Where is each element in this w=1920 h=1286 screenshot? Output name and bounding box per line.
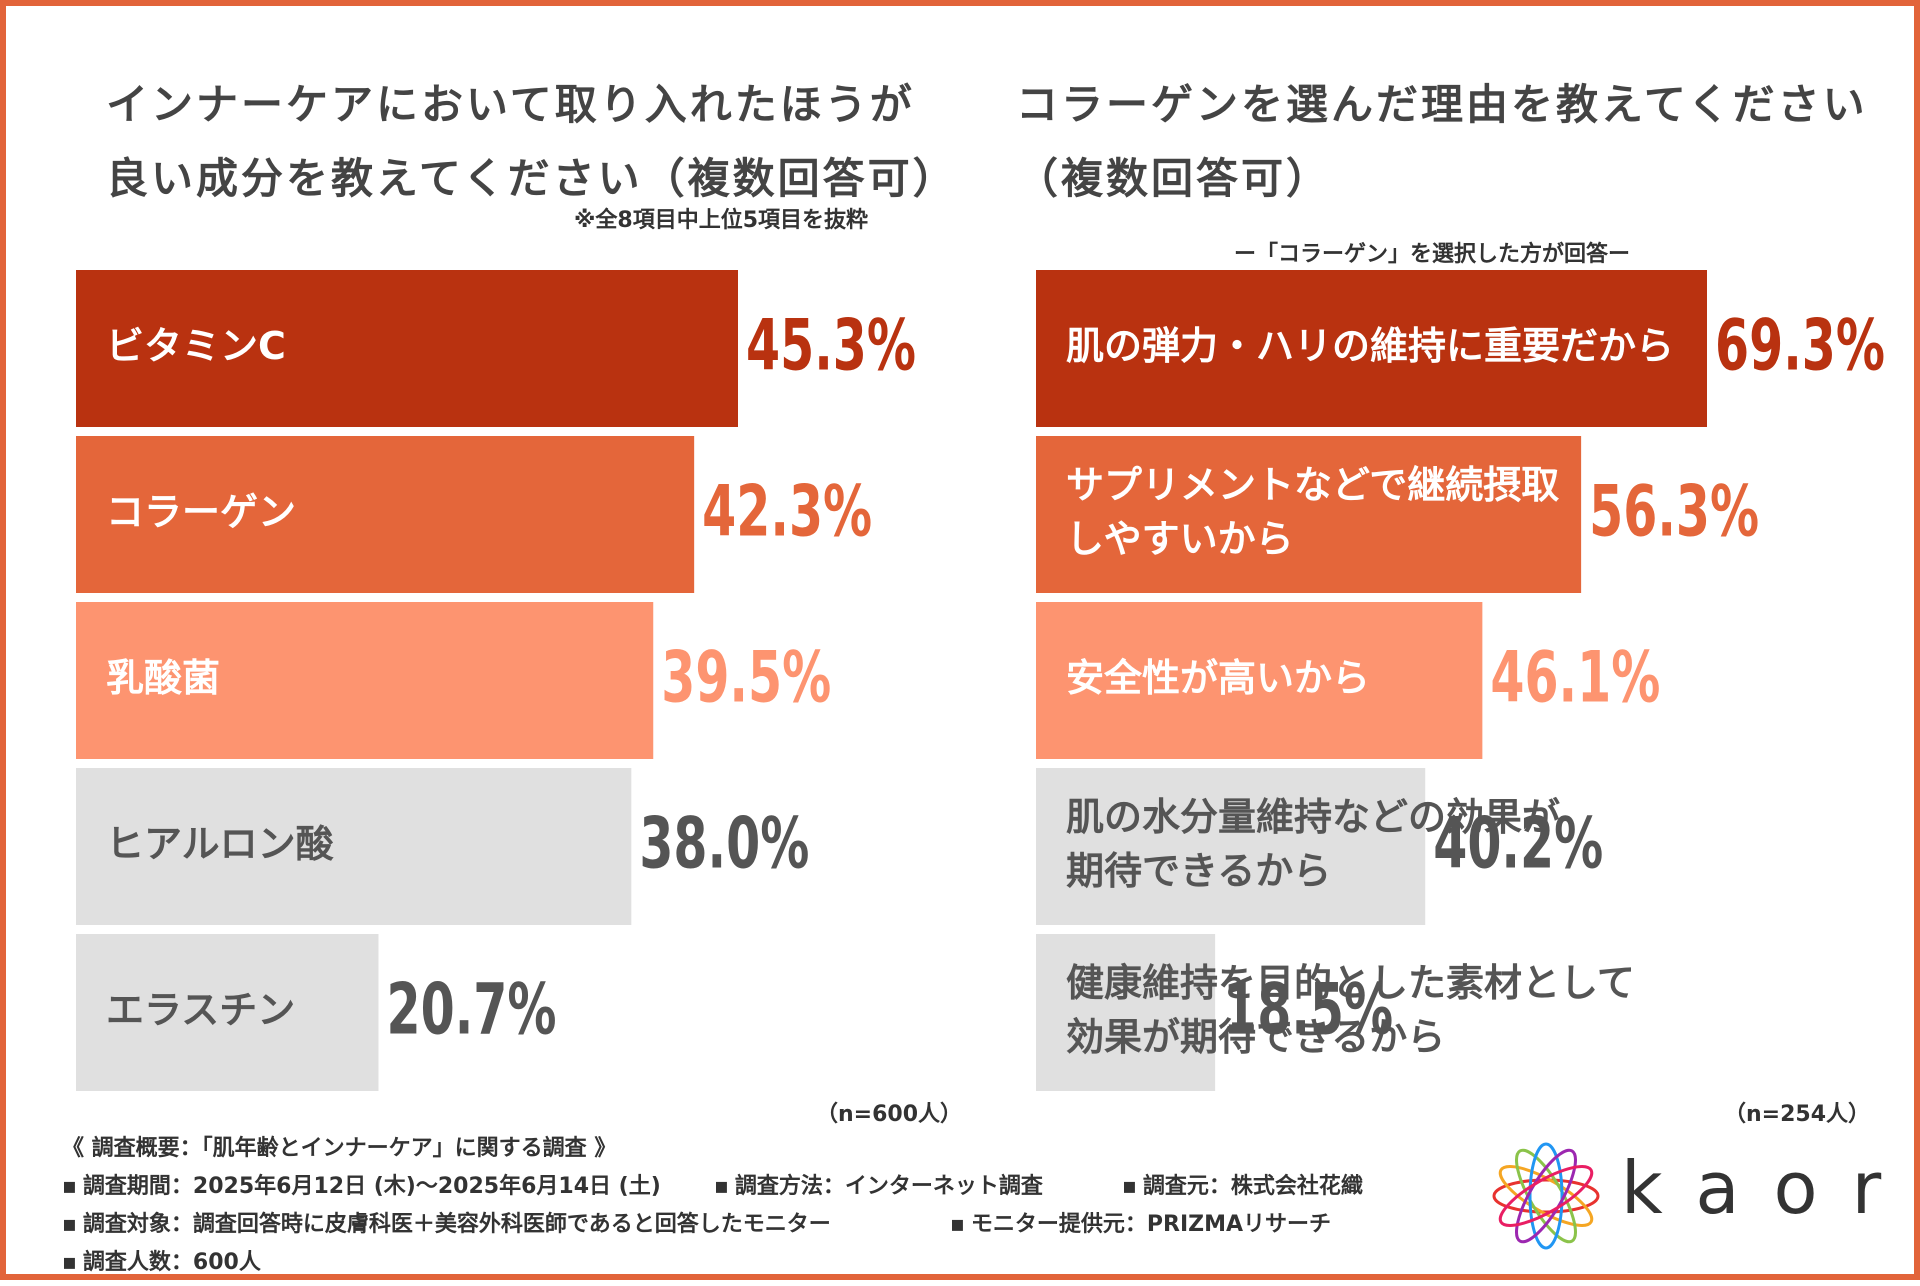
right-title-line-1: コラーゲンを選んだ理由を教えてください	[1016, 80, 1868, 129]
left-sample-size: （n=600人）	[816, 1102, 963, 1127]
right-bar-label-1: 肌の弾力・ハリの維持に重要だから	[1066, 324, 1674, 368]
right-chart-title: コラーゲンを選んだ理由を教えてください （複数回答可）	[1016, 68, 1868, 216]
logo-text: kaori	[1621, 1146, 1920, 1230]
logo-flower-icon	[1492, 1142, 1600, 1250]
left-value-label-2: 42.3%	[702, 471, 872, 553]
left-value-label-4: 38.0%	[639, 803, 809, 885]
right-value-label-4: 40.2%	[1433, 803, 1603, 885]
left-note: ※全8項目中上位5項目を抜粋	[574, 208, 869, 233]
left-bar-label-5: エラスチン	[106, 988, 295, 1032]
right-value-label-2: 56.3%	[1589, 471, 1759, 553]
left-bar-1	[76, 270, 738, 427]
right-title-line-2: （複数回答可）	[1016, 154, 1332, 203]
bar-charts: ビタミンC 45.3% コラーゲン 42.3% 乳酸菌 39.5% ヒアルロン酸 38.0% エ…	[76, 270, 1885, 1091]
left-value-label-1: 45.3%	[746, 305, 916, 387]
left-title-line-1: インナーケアにおいて取り入れたほうが	[106, 80, 915, 129]
left-bar-2	[76, 436, 695, 593]
kaori-logo: kaori	[1486, 1136, 1920, 1256]
right-bar-2	[1036, 436, 1582, 593]
left-bar-3	[76, 602, 654, 759]
left-bar-5	[76, 934, 379, 1091]
right-value-label-3: 46.1%	[1490, 637, 1660, 719]
left-bar-label-3: 乳酸菌	[106, 656, 220, 700]
right-value-label-5: 18.5%	[1223, 969, 1393, 1051]
left-bar-4	[76, 768, 632, 925]
right-bar-label-2-line-1: サプリメントなどで継続摂取	[1066, 463, 1559, 507]
right-bar-label-4-line-1: 肌の水分量維持などの効果が	[1066, 795, 1560, 839]
right-bar-1	[1036, 270, 1707, 427]
left-value-label-3: 39.5%	[661, 637, 831, 719]
right-bar-label-5-line-2: 効果が期待できるから	[1066, 1015, 1445, 1059]
right-sample-size: （n=254人）	[1724, 1102, 1871, 1127]
left-value-label-5: 20.7%	[387, 969, 557, 1051]
left-chart-title: インナーケアにおいて取り入れたほうが 良い成分を教えてください（複数回答可）	[106, 68, 958, 216]
footer-heading: 《 調査概要：「肌年齢とインナーケア」に関する調査 》	[62, 1136, 617, 1161]
right-value-label-1: 69.3%	[1715, 305, 1885, 387]
footer-provider: モニター提供元：PRIZMAリサーチ	[950, 1206, 1331, 1238]
footer-method: 調査方法：インターネット調査	[714, 1168, 1043, 1200]
right-bar-label-5-line-1: 健康維持を目的とした素材として	[1066, 961, 1635, 1005]
right-bar-4	[1036, 768, 1426, 925]
left-bar-label-1: ビタミンC	[106, 324, 286, 368]
right-bar-5	[1036, 934, 1216, 1091]
footer-period: 調査期間：2025年6月12日 (木)〜2025年6月14日 (土)	[62, 1168, 661, 1200]
left-bar-label-4: ヒアルロン酸	[106, 822, 335, 866]
footer-count: 調査人数：600人	[62, 1244, 261, 1276]
footer-target: 調査対象：調査回答時に皮膚科医＋美容外科医師であると回答したモニター	[62, 1206, 831, 1238]
left-title-line-2: 良い成分を教えてください（複数回答可）	[106, 154, 958, 203]
right-bar-label-2-line-2: しやすいから	[1066, 517, 1294, 561]
right-subtitle: ー「コラーゲン」を選択した方が回答ー	[1234, 242, 1631, 267]
right-bar-label-4-line-2: 期待できるから	[1066, 849, 1331, 893]
right-bar-3	[1036, 602, 1483, 759]
left-bar-label-2: コラーゲン	[106, 490, 296, 534]
right-bar-label-3: 安全性が高いから	[1066, 656, 1370, 700]
footer-org: 調査元：株式会社花織	[1122, 1168, 1363, 1200]
